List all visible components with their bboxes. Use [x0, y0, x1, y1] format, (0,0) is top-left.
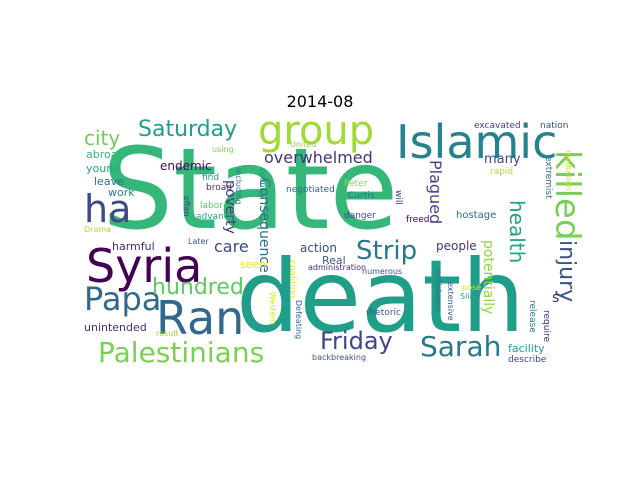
word-plagued: Plagued [426, 160, 445, 224]
word-ha: ha [84, 187, 131, 231]
word-killed: killed [547, 150, 587, 241]
word-excavated: excavated [474, 121, 521, 131]
word-assistance: assistance [434, 270, 443, 312]
word-unintended: unintended [84, 321, 147, 334]
word-freed: freed [406, 215, 429, 225]
word-harmful: harmful [112, 240, 155, 253]
word-pose: pose [462, 283, 481, 292]
word-sarah: Sarah [420, 330, 501, 363]
word-facility: facility [508, 342, 545, 355]
word-friday: Friday [320, 327, 393, 355]
word-administration: administration [308, 263, 366, 272]
word-young: young [86, 162, 120, 175]
word-endemic: endemic [160, 159, 212, 173]
word-negotiated: negotiated [286, 185, 335, 195]
word-real: Real [322, 254, 346, 267]
word-mediation: mediation [564, 150, 573, 190]
word-overwhelmed: overwhelmed [264, 148, 373, 167]
word-country: country [258, 168, 267, 199]
word-including: including [234, 168, 243, 204]
word-seen: seen [240, 258, 266, 271]
word-injury: injury [554, 240, 579, 302]
word-state: State [102, 125, 398, 255]
word-danger: danger [344, 211, 376, 221]
word-using: using [212, 145, 234, 154]
word-potentially: potentially [480, 240, 496, 314]
word-many: many [484, 152, 521, 167]
word-find: find [202, 173, 219, 183]
word-broad: broad [206, 183, 232, 193]
word-labor: labor [200, 201, 223, 211]
word-care: care [214, 237, 249, 256]
word-health: health [505, 200, 529, 263]
word-rhetoric: rhetoric [366, 308, 401, 318]
word-action: action [300, 241, 337, 255]
word-peter: Peter [344, 179, 368, 189]
word-nation: nation [540, 121, 568, 131]
word-western: Western [268, 292, 277, 325]
word-describe: describe [508, 355, 547, 365]
word-islamic: Islamic [396, 115, 557, 169]
word-papa: Papa [84, 280, 161, 318]
word-palestinians: Palestinians [98, 336, 264, 369]
word-abroad: abroad [86, 148, 124, 161]
word-often: often [182, 196, 191, 217]
word-hundred: hundred [152, 275, 244, 300]
word-numerous: numerous [362, 267, 402, 276]
word-people: people [436, 239, 477, 253]
word-poverty: poverty [222, 180, 238, 234]
word-leave: leave [94, 175, 124, 188]
word-saturday: Saturday [138, 117, 237, 142]
chart-title: 2014-08 [286, 92, 354, 111]
word-rapid: rapid [490, 167, 513, 177]
word-require: require [541, 310, 551, 342]
word-coalition: coalition [287, 260, 297, 298]
word-extremist: extremist [543, 156, 553, 199]
word-will: will [393, 190, 403, 205]
word-strip: Strip [356, 236, 417, 266]
word-ran: Ran [156, 291, 244, 345]
word-drama: Drama [84, 225, 111, 234]
word-later: Later [188, 237, 209, 246]
word-city: city [84, 126, 120, 150]
word-curtis: Curtis [348, 191, 375, 201]
word-united: United [290, 140, 316, 149]
word-slin: Slin [460, 292, 475, 301]
word-extensive: extensive [446, 282, 455, 321]
word-s: s [552, 290, 559, 306]
word-work: work [108, 186, 135, 199]
word-group: group [258, 108, 374, 154]
word-death: death [236, 238, 525, 355]
word-result: result [156, 329, 179, 338]
word-consequence: Consequence [256, 178, 272, 273]
word-backbreaking: backbreaking [312, 353, 366, 362]
word-syria: Syria [86, 239, 202, 293]
word-hostage: hostage [456, 210, 496, 221]
word-defeating: Defeating [294, 300, 303, 339]
word-release: release [527, 300, 537, 333]
word-advance: advance [196, 212, 235, 222]
